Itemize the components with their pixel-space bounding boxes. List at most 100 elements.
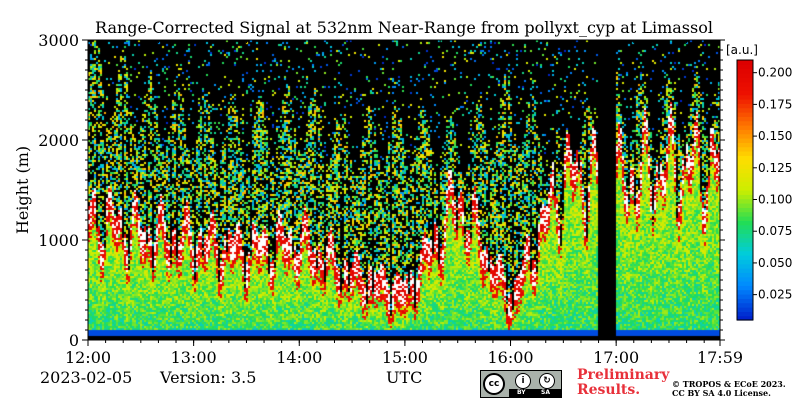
y-tick-label: 0 bbox=[69, 331, 79, 350]
x-axis: 12:00 13:00 14:00 15:00 16:00 17:00 17:59 bbox=[65, 40, 743, 367]
colorbar-segment bbox=[737, 146, 753, 152]
colorbar-frame bbox=[736, 59, 754, 321]
colorbar-segment bbox=[737, 68, 753, 74]
colorbar-segment bbox=[737, 216, 753, 221]
colorbar-segment bbox=[737, 151, 753, 156]
license-strip: BY SA bbox=[509, 389, 561, 397]
x-tick-label: 13:00 bbox=[171, 348, 217, 367]
x-tick-label: 17:59 bbox=[697, 348, 743, 367]
colorbar-segment bbox=[737, 185, 753, 191]
colorbar-segment bbox=[737, 194, 753, 200]
colorbar-segment bbox=[737, 211, 753, 217]
x-tick-label: 17:00 bbox=[593, 348, 639, 367]
colorbar-segment bbox=[737, 220, 753, 226]
colorbar-segment bbox=[737, 242, 753, 247]
colorbar-tick-label: 0.100 bbox=[758, 193, 792, 207]
colorbar-tick-label: 0.125 bbox=[758, 161, 792, 175]
colorbar-segment bbox=[737, 107, 753, 113]
colorbar-segment bbox=[737, 289, 753, 295]
colorbar-segment bbox=[737, 90, 753, 96]
heatmap-image bbox=[88, 40, 720, 340]
colorbar-segment bbox=[737, 60, 753, 65]
person-icon: i bbox=[515, 373, 531, 389]
colorbar-segment bbox=[737, 311, 753, 317]
colorbar-segment bbox=[737, 86, 753, 91]
colorbar-segment bbox=[737, 302, 753, 308]
colorbar-segment bbox=[737, 142, 753, 148]
colorbar-segment bbox=[737, 259, 753, 265]
colorbar-tick-label: 0.075 bbox=[758, 224, 792, 238]
plot-area bbox=[87, 39, 721, 341]
colorbar-segment bbox=[737, 263, 753, 269]
x-tick-label: 15:00 bbox=[382, 348, 428, 367]
preliminary-note: Preliminary Results. bbox=[577, 368, 669, 398]
share-alike-icon: ↻ bbox=[539, 373, 555, 389]
colorbar-segment bbox=[737, 181, 753, 187]
colorbar-segment bbox=[737, 255, 753, 260]
colorbar-segment bbox=[737, 155, 753, 161]
x-tick-label: 14:00 bbox=[276, 348, 322, 367]
colorbar-segment bbox=[737, 233, 753, 239]
colorbar-segment bbox=[737, 237, 753, 243]
colorbar-segment bbox=[737, 172, 753, 178]
colorbar-segment bbox=[737, 103, 753, 109]
y-tick-label: 1000 bbox=[38, 231, 79, 250]
colorbar-segment bbox=[737, 307, 753, 312]
preliminary-line-1: Preliminary bbox=[577, 367, 670, 383]
colorbar-segment bbox=[737, 276, 753, 282]
cc-icon: cc bbox=[483, 373, 505, 395]
colorbar-segment bbox=[737, 177, 753, 182]
colorbar-segment bbox=[737, 133, 753, 139]
colorbar-segment bbox=[737, 198, 753, 204]
copyright-note: © TROPOS & ECoE 2023. CC BY SA 4.0 Licen… bbox=[672, 380, 786, 398]
x-tick-label: 16:00 bbox=[487, 348, 533, 367]
colorbar-segment bbox=[737, 207, 753, 213]
colorbar-segment bbox=[737, 94, 753, 100]
preliminary-line-2: Results. bbox=[577, 382, 641, 398]
y-axis-label: Height (m) bbox=[13, 146, 32, 234]
colorbar-segment bbox=[737, 159, 753, 165]
colorbar-segment bbox=[737, 64, 753, 70]
colorbar-segment bbox=[737, 77, 753, 83]
colorbar: 0.025 0.050 0.075 0.100 0.125 0.150 0.175 0.200 bbox=[736, 59, 792, 321]
colorbar-segment bbox=[737, 73, 753, 78]
version-label: Version: 3.5 bbox=[160, 368, 257, 387]
colorbar-segment bbox=[737, 268, 753, 273]
y-tick-label: 2000 bbox=[38, 131, 79, 150]
colorbar-segment bbox=[737, 281, 753, 286]
colorbar-tick-label: 0.025 bbox=[758, 288, 792, 302]
colorbar-segment bbox=[737, 224, 753, 230]
colorbar-segment bbox=[737, 120, 753, 126]
colorbar-segment bbox=[737, 272, 753, 278]
colorbar-segment bbox=[737, 298, 753, 304]
colorbar-segment bbox=[737, 129, 753, 135]
colorbar-segment bbox=[737, 294, 753, 299]
y-axis: 0 1000 2000 3000 bbox=[38, 31, 725, 350]
colorbar-segment bbox=[737, 246, 753, 252]
colorbar-segment bbox=[737, 99, 753, 104]
colorbar-segment bbox=[737, 203, 753, 208]
colorbar-tick-label: 0.175 bbox=[758, 97, 792, 111]
x-tick-label: 12:00 bbox=[65, 348, 111, 367]
colorbar-tick-label: 0.200 bbox=[758, 66, 792, 80]
colorbar-segment bbox=[737, 315, 753, 321]
copyright-line-1: © TROPOS & ECoE 2023. bbox=[672, 379, 786, 389]
license-by-text: BY bbox=[517, 389, 526, 396]
license-sa-text: SA bbox=[541, 389, 550, 396]
y-tick-label: 3000 bbox=[38, 31, 79, 50]
colorbar-segment bbox=[737, 81, 753, 87]
colorbar-segment bbox=[737, 285, 753, 291]
colorbar-segment bbox=[737, 250, 753, 256]
colorbar-segment bbox=[737, 229, 753, 234]
colorbar-segment bbox=[737, 138, 753, 143]
cc-license-badge: cc i ↻ BY SA bbox=[480, 370, 562, 398]
colorbar-segment bbox=[737, 125, 753, 130]
colorbar-segment bbox=[737, 190, 753, 195]
colorbar-segment bbox=[737, 168, 753, 174]
colorbar-segment bbox=[737, 112, 753, 117]
date-label: 2023-02-05 bbox=[40, 368, 133, 387]
colorbar-segment bbox=[737, 116, 753, 122]
colorbar-tick-label: 0.050 bbox=[758, 256, 792, 270]
colorbar-unit-label: [a.u.] bbox=[726, 43, 758, 57]
